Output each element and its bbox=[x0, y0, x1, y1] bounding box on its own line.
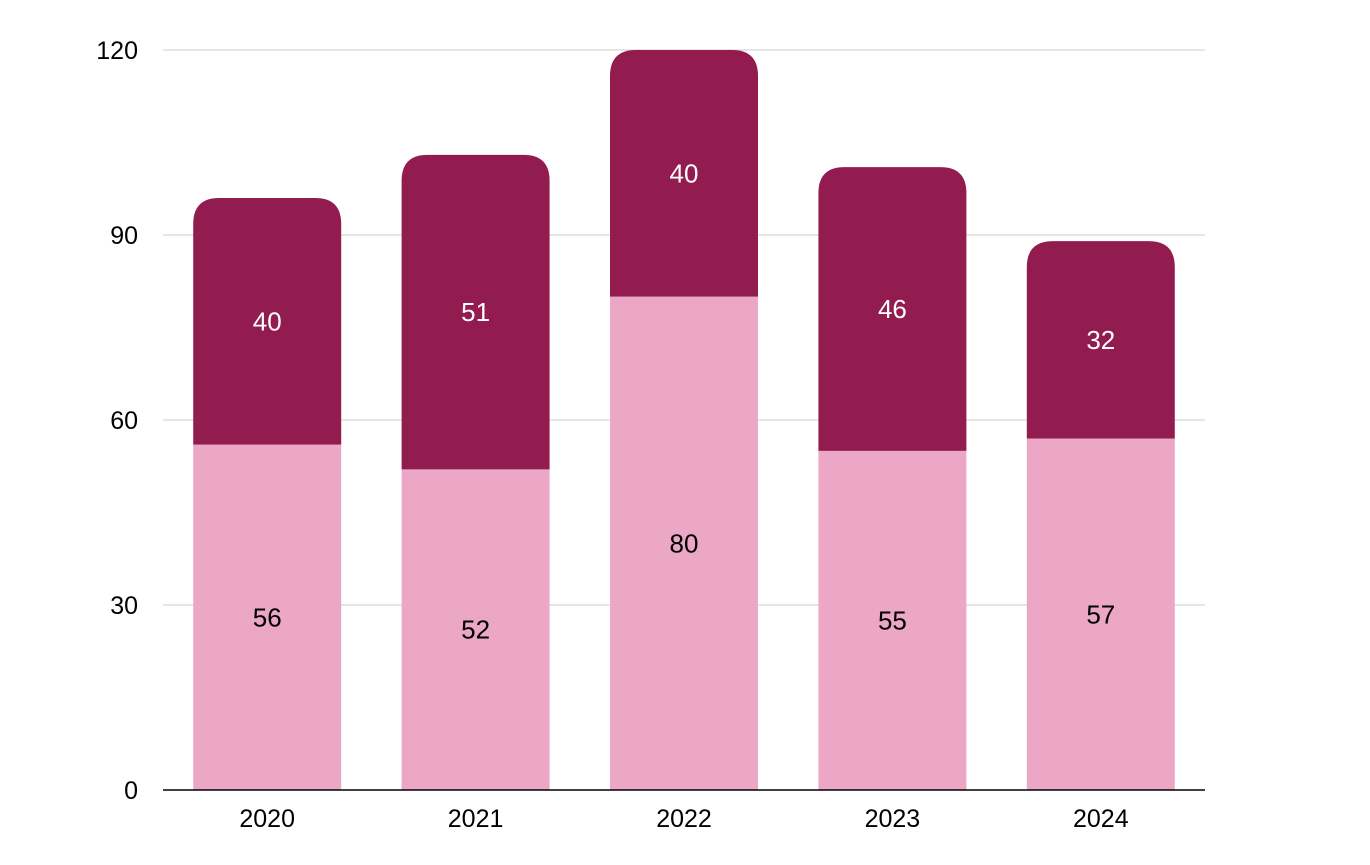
y-tick-label: 60 bbox=[110, 407, 138, 435]
bar-segment-bottom bbox=[818, 450, 967, 790]
bar-segment-top bbox=[193, 198, 342, 445]
y-tick-label: 30 bbox=[110, 592, 138, 620]
data-labels: 56 40 52 51 80 40 55 46 57 32 bbox=[253, 158, 1116, 644]
bar-segment-top bbox=[610, 50, 758, 297]
bar-value-label: 51 bbox=[461, 297, 490, 327]
y-tick-label: 90 bbox=[110, 222, 138, 250]
bar-value-label: 57 bbox=[1086, 599, 1115, 629]
y-tick-label: 0 bbox=[124, 777, 138, 805]
bar-value-label: 46 bbox=[878, 294, 907, 324]
bar-segment-top bbox=[1026, 241, 1175, 439]
x-tick-label: 2024 bbox=[1073, 805, 1129, 833]
x-tick-label: 2022 bbox=[656, 805, 712, 833]
bar-segment-bottom bbox=[401, 469, 550, 790]
bar-segment-bottom bbox=[610, 296, 758, 790]
bar-segment-bottom bbox=[193, 444, 342, 790]
bar-value-label: 56 bbox=[253, 602, 282, 632]
bar-value-label: 80 bbox=[670, 528, 699, 558]
y-tick-label: 120 bbox=[96, 37, 138, 65]
bar-value-label: 55 bbox=[878, 605, 907, 635]
bar-segment-bottom bbox=[1026, 438, 1175, 790]
bar-segment-top bbox=[818, 167, 967, 451]
bar-value-label: 52 bbox=[461, 615, 490, 645]
x-tick-label: 2021 bbox=[448, 805, 504, 833]
bar-value-label: 40 bbox=[670, 158, 699, 188]
bar-value-label: 40 bbox=[253, 306, 282, 336]
bar-segment-top bbox=[401, 154, 550, 470]
x-tick-label: 2020 bbox=[239, 805, 295, 833]
bar-value-label: 32 bbox=[1086, 325, 1115, 355]
axes: 0 30 60 90 120 2020 2021 2022 2023 2024 bbox=[96, 37, 1205, 833]
x-tick-label: 2023 bbox=[865, 805, 921, 833]
bars bbox=[193, 50, 1175, 790]
